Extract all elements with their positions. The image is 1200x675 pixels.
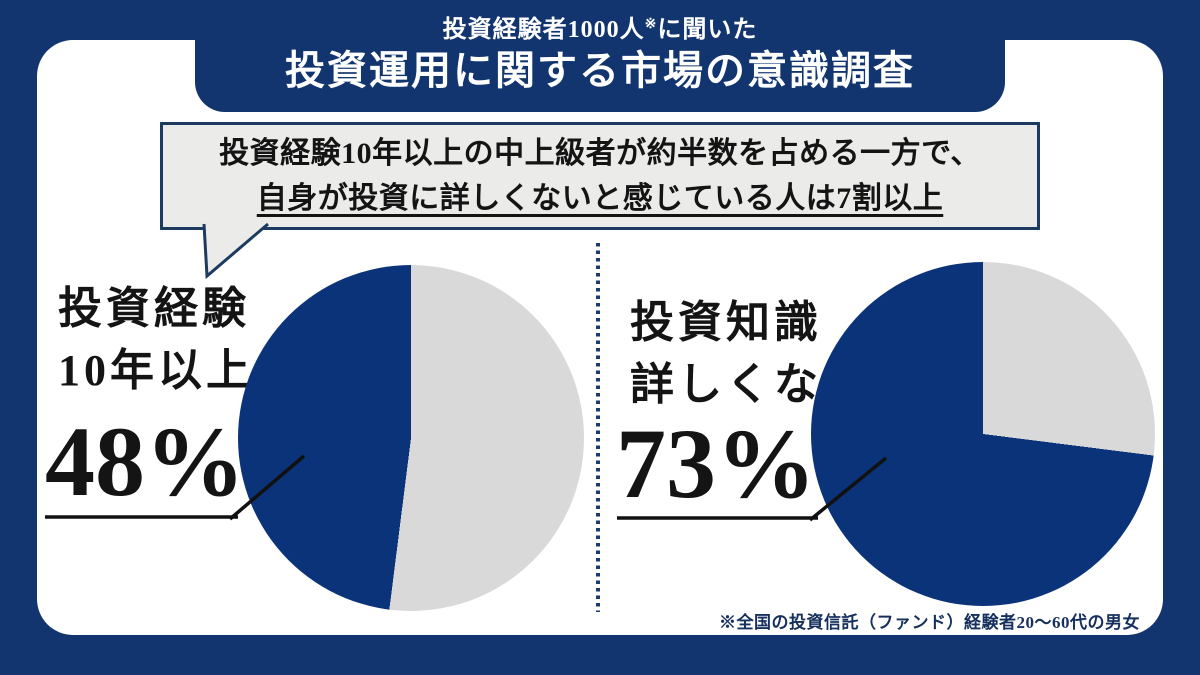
callout-bubble: 投資経験10年以上の中上級者が約半数を占める一方で、 自身が投資に詳しくないと感… [160,122,1040,230]
right-pie-chart [811,262,1155,606]
title-banner: 投資経験者1000人※に聞いた 投資運用に関する市場の意識調査 [195,0,1005,112]
footnote: ※全国の投資信託（ファンド）経験者20～60代の男女 [719,613,1140,632]
callout-line-1: 投資経験10年以上の中上級者が約半数を占める一方で、 [219,137,981,170]
note-asterisk: ※ [644,17,658,32]
right-chart-value: 73% [616,408,816,519]
callout-line-2: 自身が投資に詳しくないと感じている人は7割以上 [256,182,944,215]
left-chart-label: 投資経験 10年以上 [58,278,254,402]
dotted-divider [596,243,600,612]
left-pie-chart [238,265,584,611]
survey-title: 投資運用に関する市場の意識調査 [285,48,915,93]
survey-subtitle: 投資経験者1000人※に聞いた [443,10,758,45]
left-chart-label-line1: 投資経験 [58,284,250,333]
subtitle-text-post: に聞いた [657,17,758,43]
right-chart-label-line1: 投資知識 [630,298,822,347]
subtitle-text-pre: 投資経験者1000人 [442,17,645,43]
left-chart-label-line2: 10年以上 [58,346,254,395]
left-chart-value: 48% [45,406,245,517]
